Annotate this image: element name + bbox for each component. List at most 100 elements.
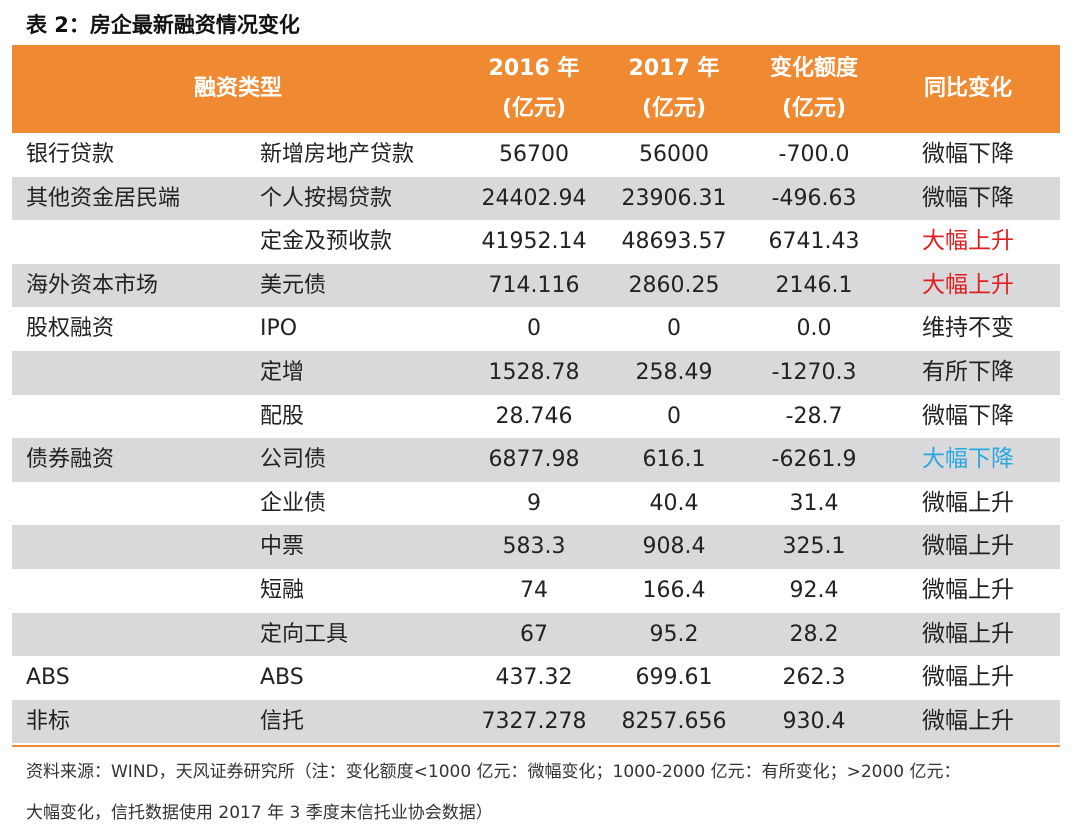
- value-2017-cell: 40.4: [649, 490, 699, 516]
- change-cell: -700.0: [778, 142, 850, 167]
- table-title: 表 2：房企最新融资情况变化: [26, 13, 300, 37]
- header-2016: 2016 年 (亿元): [464, 45, 604, 133]
- value-2016-cell: 714.116: [488, 272, 580, 298]
- trend-cell: 微幅下降: [922, 141, 1014, 167]
- table-row: 其他资金居民端 个人按揭贷款 24402.94 23906.31 -496.63 微幅下降: [12, 176, 1060, 221]
- table-row: 定增 1528.78 258.49 -1270.3 有所下降: [12, 350, 1060, 395]
- subtype-cell: 企业债: [260, 490, 327, 516]
- value-2016-cell: 583.3: [502, 534, 566, 560]
- value-2016-cell: 1528.78: [488, 359, 580, 385]
- category-cell: 股权融资: [26, 316, 115, 342]
- value-2017-cell: 48693.57: [621, 229, 727, 255]
- trend-cell: 微幅上升: [922, 707, 1014, 734]
- trend-cell: 维持不变: [922, 315, 1014, 342]
- category-cell: 债券融资: [26, 447, 115, 473]
- subtype-cell: 短融: [260, 577, 305, 603]
- subtype-cell: 个人按揭贷款: [260, 185, 393, 211]
- change-cell: 31.4: [789, 490, 839, 516]
- header-change: 变化额度 (亿元): [744, 45, 884, 133]
- trend-cell: 有所下降: [922, 358, 1014, 385]
- change-cell: 930.4: [782, 708, 846, 734]
- change-cell: 92.4: [789, 577, 839, 603]
- subtype-cell: ABS: [260, 665, 304, 691]
- value-2016-cell: 56700: [499, 142, 569, 167]
- table-row: 非标 信托 7327.278 8257.656 930.4 微幅上升: [12, 699, 1060, 744]
- subtype-cell: 定向工具: [260, 621, 349, 647]
- header-trend: 同比变化: [888, 45, 1048, 133]
- table-row: 中票 583.3 908.4 325.1 微幅上升: [12, 525, 1060, 569]
- value-2017-cell: 699.61: [635, 665, 713, 691]
- value-2017-cell: 95.2: [649, 621, 699, 647]
- change-cell: 2146.1: [775, 272, 853, 298]
- category-cell: 银行贷款: [26, 142, 115, 167]
- value-2017-cell: 2860.25: [628, 272, 720, 298]
- financing-table: 融资类型 2016 年 (亿元) 2017 年 (亿元) 变化额度 (亿元) 同…: [12, 45, 1060, 744]
- table-row: 股权融资 IPO 0 0 0.0 维持不变: [12, 307, 1060, 351]
- header-2017-year: 2017 年: [628, 56, 720, 81]
- trend-cell: 微幅上升: [922, 576, 1014, 603]
- value-2017-cell: 56000: [639, 142, 709, 167]
- value-2016-cell: 437.32: [495, 665, 573, 691]
- subtype-cell: 定金及预收款: [260, 229, 393, 255]
- category-cell: ABS: [26, 665, 70, 691]
- table-row: ABS ABS 437.32 699.61 262.3 微幅上升: [12, 656, 1060, 700]
- change-cell: 325.1: [782, 534, 846, 560]
- value-2017-cell: 908.4: [642, 534, 706, 560]
- trend-cell: 微幅上升: [922, 620, 1014, 647]
- subtype-cell: 美元债: [260, 272, 327, 298]
- change-cell: 262.3: [782, 665, 846, 691]
- table-header: 融资类型 2016 年 (亿元) 2017 年 (亿元) 变化额度 (亿元) 同…: [12, 45, 1060, 133]
- subtype-cell: 信托: [260, 708, 305, 734]
- subtype-cell: IPO: [260, 316, 298, 342]
- header-2016-year: 2016 年: [488, 56, 580, 81]
- value-2016-cell: 7327.278: [481, 708, 587, 734]
- header-change-label: 变化额度: [769, 56, 858, 81]
- change-cell: -1270.3: [771, 359, 857, 385]
- value-2017-cell: 0: [667, 403, 681, 429]
- change-cell: -6261.9: [771, 447, 857, 473]
- table-row: 定金及预收款 41952.14 48693.57 6741.43 大幅上升: [12, 220, 1060, 264]
- value-2016-cell: 67: [520, 621, 548, 647]
- change-cell: -28.7: [785, 403, 843, 429]
- value-2017-cell: 0: [667, 316, 681, 342]
- value-2016-cell: 74: [520, 577, 548, 603]
- trend-cell: 微幅上升: [922, 533, 1014, 560]
- source-note-line-2: 大幅变化，信托数据使用 2017 年 3 季度末信托业协会数据）: [26, 803, 493, 823]
- value-2017-cell: 166.4: [642, 577, 706, 603]
- header-trend-label: 同比变化: [923, 76, 1012, 101]
- change-cell: 0.0: [796, 316, 832, 342]
- value-2016-cell: 41952.14: [481, 229, 587, 255]
- table-row: 债券融资 公司债 6877.98 616.1 -6261.9 大幅下降: [12, 438, 1060, 482]
- subtype-cell: 配股: [260, 403, 305, 429]
- table-row: 定向工具 67 95.2 28.2 微幅上升: [12, 612, 1060, 657]
- subtype-cell: 定增: [260, 359, 305, 385]
- trend-cell: 大幅下降: [922, 446, 1014, 473]
- category-cell: 海外资本市场: [26, 272, 159, 298]
- category-cell: 其他资金居民端: [26, 185, 181, 211]
- change-cell: 6741.43: [768, 229, 860, 255]
- table-row: 银行贷款 新增房地产贷款 56700 56000 -700.0 微幅下降: [12, 133, 1060, 177]
- subtype-cell: 新增房地产贷款: [260, 142, 415, 167]
- trend-cell: 微幅上升: [922, 489, 1014, 516]
- table-row: 配股 28.746 0 -28.7 微幅下降: [12, 395, 1060, 439]
- value-2017-cell: 8257.656: [621, 708, 727, 734]
- category-cell: 非标: [26, 708, 71, 734]
- value-2016-cell: 24402.94: [481, 185, 587, 211]
- header-2016-unit: (亿元): [501, 96, 567, 121]
- change-cell: -496.63: [771, 185, 857, 211]
- trend-cell: 大幅上升: [922, 271, 1014, 298]
- header-change-unit: (亿元): [781, 96, 847, 121]
- header-2017: 2017 年 (亿元): [604, 45, 744, 133]
- table-bottom-rule: [12, 745, 1060, 747]
- change-cell: 28.2: [789, 621, 839, 647]
- table-row: 海外资本市场 美元债 714.116 2860.25 2146.1 大幅上升: [12, 263, 1060, 308]
- header-2017-unit: (亿元): [641, 96, 707, 121]
- value-2017-cell: 258.49: [635, 359, 713, 385]
- value-2017-cell: 616.1: [642, 447, 706, 473]
- source-note-line-1: 资料来源：WIND，天风证券研究所（注：变化额度<1000 亿元：微幅变化；10…: [26, 762, 961, 782]
- table-body: 银行贷款 新增房地产贷款 56700 56000 -700.0 微幅下降其他资金居民端 个人…: [12, 133, 1060, 744]
- trend-cell: 微幅上升: [922, 664, 1014, 691]
- value-2016-cell: 6877.98: [488, 447, 580, 473]
- value-2016-cell: 28.746: [495, 403, 573, 429]
- subtype-cell: 中票: [260, 534, 305, 560]
